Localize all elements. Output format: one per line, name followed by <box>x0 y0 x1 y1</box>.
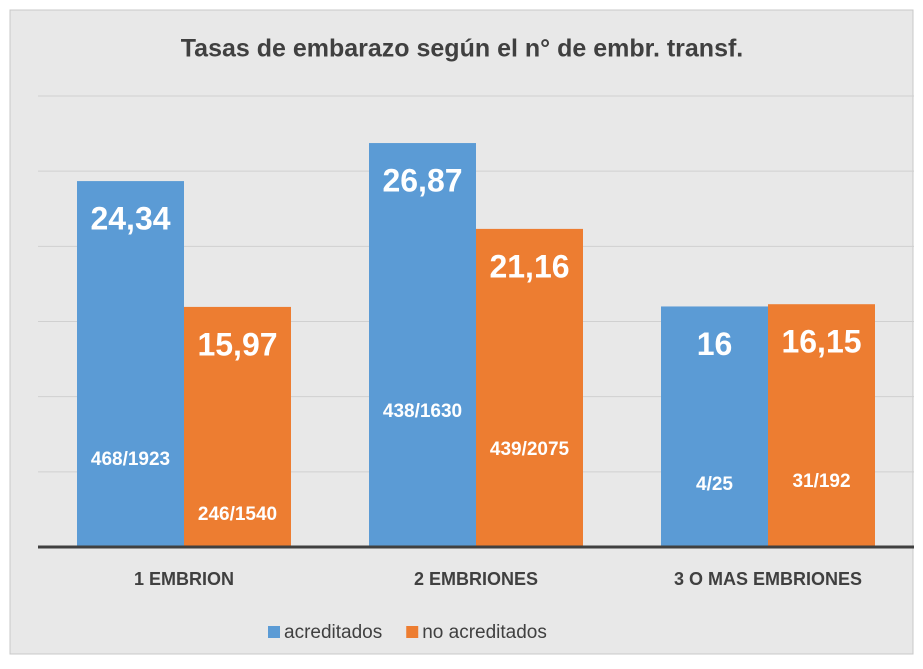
bar <box>768 304 875 547</box>
count-label: 468/1923 <box>91 449 170 470</box>
legend-swatch <box>268 626 280 638</box>
chart-title: Tasas de embarazo según el n° de embr. t… <box>181 35 744 63</box>
bar <box>476 228 583 548</box>
legend-label: no acreditados <box>422 622 547 643</box>
count-label: 31/192 <box>792 471 850 492</box>
x-tick-label: 3 O MAS EMBRIONES <box>674 569 862 589</box>
x-tick-label: 1 EMBRION <box>134 569 234 589</box>
bar <box>369 143 476 548</box>
value-label: 26,87 <box>382 163 462 199</box>
x-tick-label: 2 EMBRIONES <box>414 569 538 589</box>
count-label: 4/25 <box>696 474 733 495</box>
legend-swatch <box>406 626 419 638</box>
value-label: 15,97 <box>197 326 277 362</box>
count-label: 438/1630 <box>383 401 462 422</box>
bar <box>661 306 768 547</box>
value-label: 21,16 <box>489 248 569 284</box>
value-label: 16 <box>697 326 733 362</box>
count-label: 246/1540 <box>198 504 277 525</box>
legend-label: acreditados <box>284 622 382 643</box>
value-label: 16,15 <box>781 324 861 360</box>
bar <box>77 181 184 547</box>
count-label: 439/2075 <box>490 439 570 460</box>
bar <box>184 306 291 547</box>
value-label: 24,34 <box>90 201 170 237</box>
